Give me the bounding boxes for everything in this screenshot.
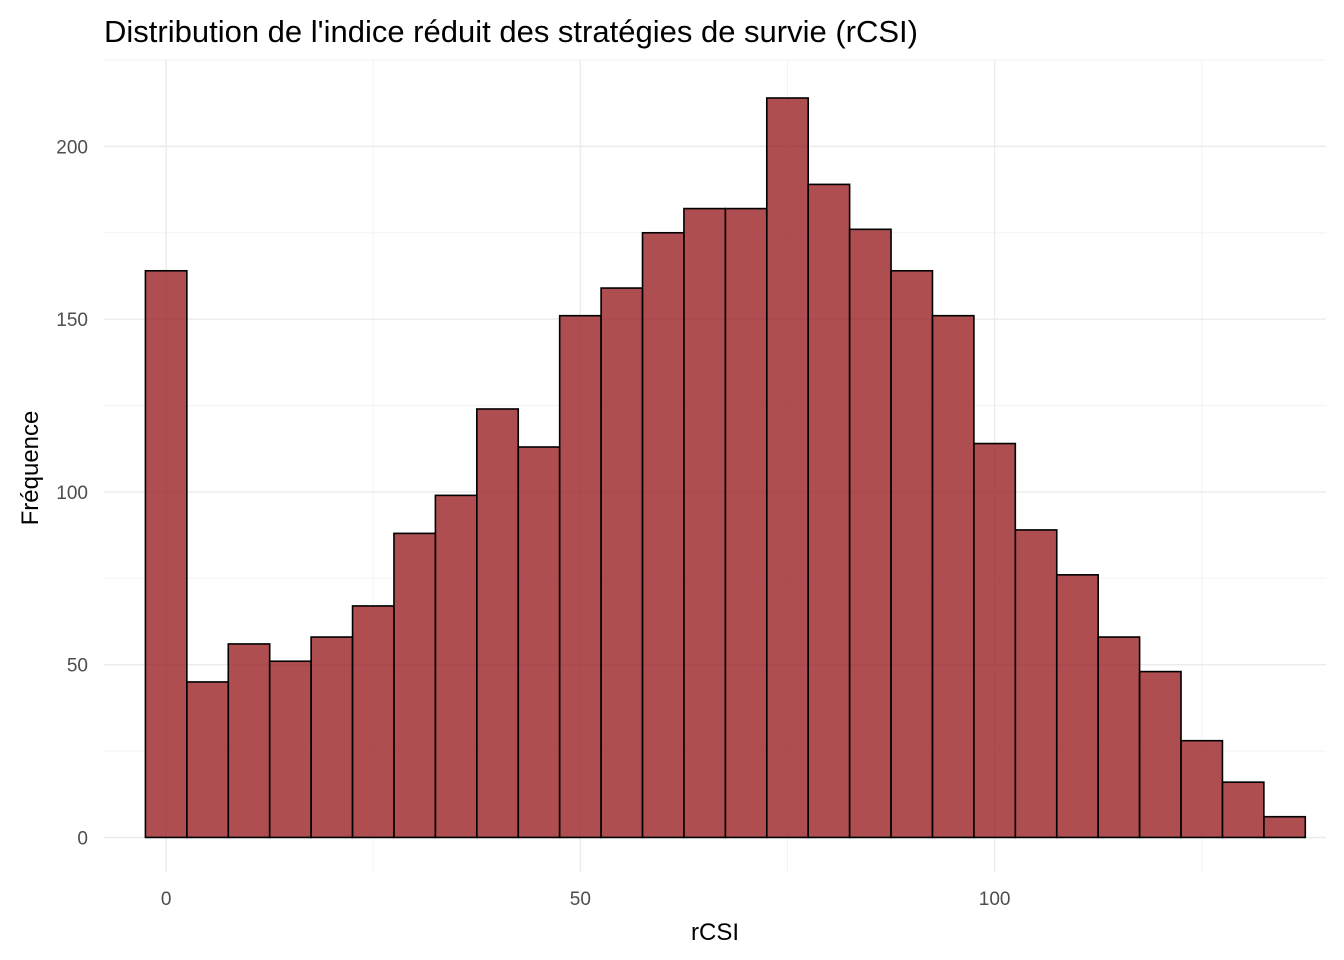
histogram-bar	[434, 494, 478, 839]
histogram-bar	[1097, 636, 1141, 839]
chart-title: Distribution de l'indice réduit des stra…	[104, 14, 918, 49]
histogram-bar	[807, 183, 851, 839]
histogram-bar	[268, 660, 312, 839]
histogram-bar	[641, 231, 685, 839]
histogram-bar	[558, 314, 602, 839]
y-axis-label: Fréquence	[17, 411, 44, 526]
histogram-bar	[724, 207, 768, 839]
histogram-bar	[517, 446, 561, 839]
histogram-bar	[351, 605, 395, 839]
histogram-bar	[227, 643, 271, 839]
histogram-bar	[1263, 815, 1307, 839]
y-axis-ticks: 0 50 100 150 200	[56, 137, 88, 849]
histogram-bar	[310, 636, 354, 839]
histogram-bar	[1180, 739, 1224, 839]
histogram-bars	[144, 97, 1307, 839]
histogram-bar	[765, 97, 810, 839]
histogram-bar	[683, 207, 727, 839]
histogram-bar	[931, 314, 975, 839]
y-tick-label: 100	[56, 483, 88, 504]
x-tick-label: 50	[570, 889, 591, 910]
histogram-bar	[1221, 781, 1265, 839]
histogram-bar	[1014, 529, 1058, 839]
y-tick-label: 200	[56, 137, 88, 158]
histogram-bar	[848, 228, 892, 839]
histogram-bar	[600, 287, 644, 839]
histogram-bar	[890, 269, 934, 839]
x-axis-ticks: 0 50 100	[161, 889, 1011, 910]
y-tick-label: 150	[56, 310, 88, 331]
histogram-bar	[393, 532, 437, 839]
x-tick-label: 100	[979, 889, 1011, 910]
x-tick-label: 0	[161, 889, 172, 910]
histogram-bar	[1055, 574, 1099, 839]
histogram-bar	[186, 681, 230, 839]
histogram-bar	[973, 442, 1017, 839]
y-tick-label: 50	[67, 656, 88, 677]
histogram-bar	[476, 408, 520, 839]
histogram-bar	[144, 269, 188, 839]
y-tick-label: 0	[77, 828, 88, 849]
x-axis-label: rCSI	[691, 919, 739, 946]
histogram-bar	[1138, 670, 1182, 839]
